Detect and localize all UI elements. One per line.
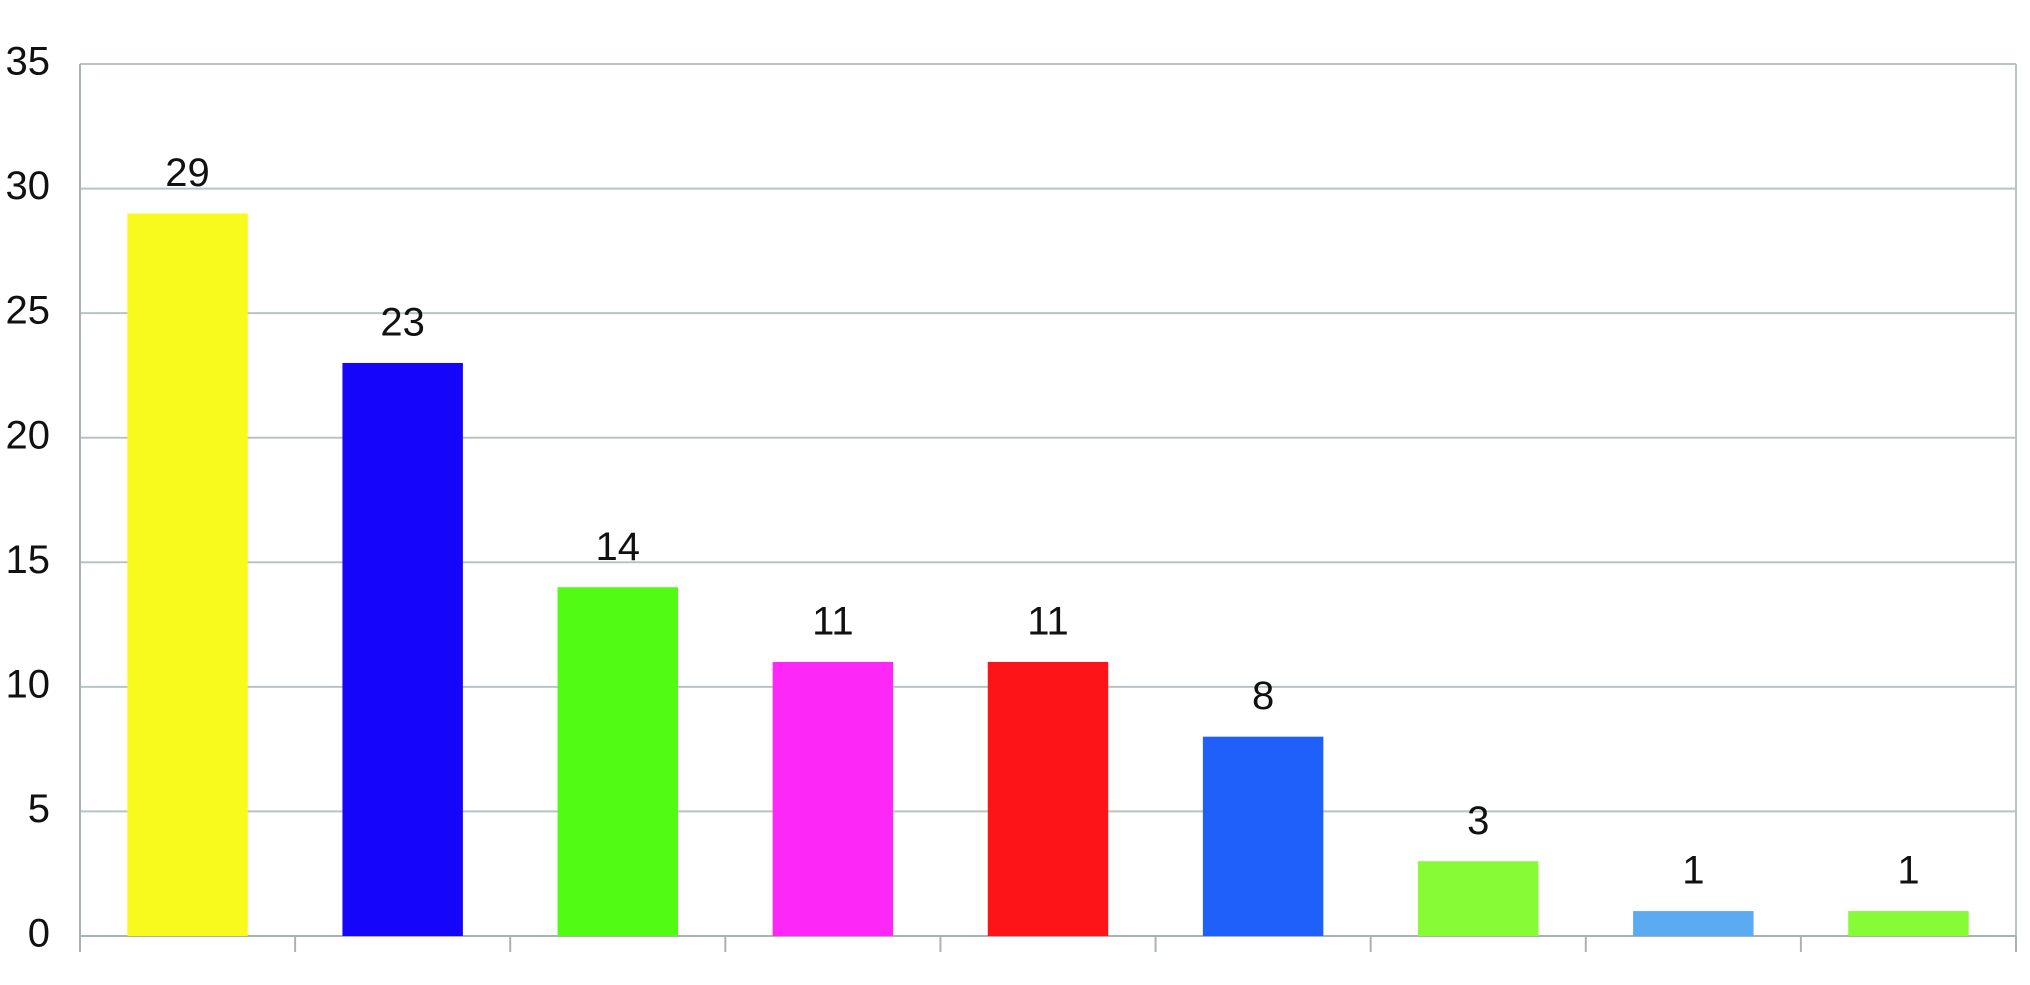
data-label: 23 xyxy=(380,301,425,345)
y-tick-label: 0 xyxy=(28,912,50,956)
data-label: 8 xyxy=(1252,674,1274,718)
data-label: 11 xyxy=(1027,600,1069,644)
data-label: 14 xyxy=(596,525,641,569)
bar xyxy=(342,362,463,936)
data-label: 3 xyxy=(1467,799,1489,843)
bar xyxy=(772,661,894,936)
bar xyxy=(1417,861,1539,936)
bar xyxy=(1633,911,1754,936)
y-tick-label: 30 xyxy=(6,164,51,208)
bar xyxy=(127,213,248,936)
y-tick-label: 5 xyxy=(28,787,50,831)
data-label: 1 xyxy=(1682,849,1704,893)
bar xyxy=(987,661,1109,936)
data-label: 1 xyxy=(1897,849,1919,893)
bar xyxy=(1202,736,1324,936)
y-tick-label: 25 xyxy=(6,289,51,333)
y-tick-label: 10 xyxy=(6,662,51,706)
data-label: 11 xyxy=(812,600,854,644)
y-tick-label: 15 xyxy=(6,538,51,582)
data-label: 29 xyxy=(165,151,210,195)
bar xyxy=(557,587,679,936)
y-tick-label: 35 xyxy=(6,40,51,84)
bar xyxy=(1848,911,1969,936)
y-tick-label: 20 xyxy=(6,413,51,457)
